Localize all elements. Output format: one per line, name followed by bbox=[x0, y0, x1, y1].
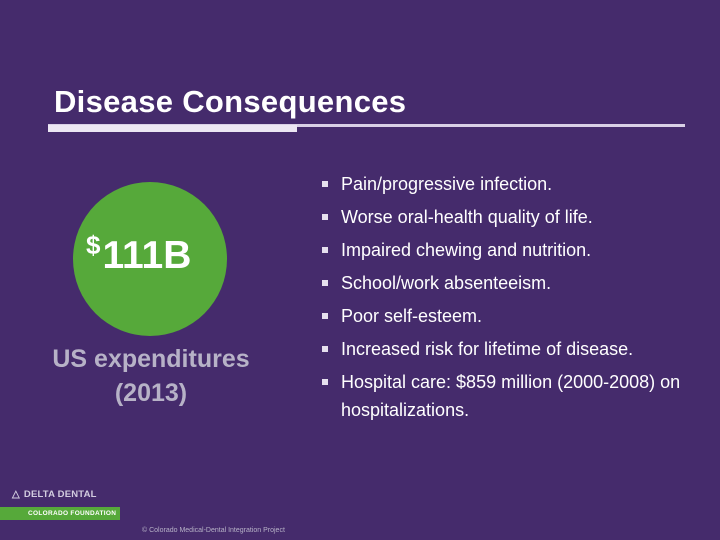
bullet-item: Poor self-esteem. bbox=[322, 302, 702, 330]
delta-dental-logo: △ DELTA DENTAL COLORADO FOUNDATION bbox=[0, 486, 120, 522]
bullet-item: Increased risk for lifetime of disease. bbox=[322, 335, 702, 363]
bullet-square-icon bbox=[322, 247, 328, 253]
bullet-item: School/work absenteeism. bbox=[322, 269, 702, 297]
bullet-square-icon bbox=[322, 214, 328, 220]
copyright-footer: © Colorado Medical-Dental Integration Pr… bbox=[142, 527, 285, 534]
stat-label-line1: US expenditures bbox=[52, 345, 250, 373]
stat-value: 111B bbox=[102, 234, 192, 277]
stat-label-line2: (2013) bbox=[114, 379, 188, 407]
slide-title: Disease Consequences bbox=[54, 84, 407, 119]
stat-currency: $ bbox=[86, 230, 101, 260]
bullet-item: Worse oral-health quality of life. bbox=[322, 203, 702, 231]
stat-circle bbox=[73, 182, 227, 336]
bullet-square-icon bbox=[322, 346, 328, 352]
bullet-item: Hospital care: $859 million (2000-2008) … bbox=[322, 368, 702, 424]
logo-name: DELTA DENTAL bbox=[23, 489, 97, 500]
bullet-item: Impaired chewing and nutrition. bbox=[322, 236, 702, 264]
bullet-list: Pain/progressive infection. Worse oral-h… bbox=[322, 170, 702, 429]
stat-label: US expenditures (2013) bbox=[30, 342, 272, 410]
title-underline bbox=[48, 124, 685, 127]
stat-amount: $111B bbox=[86, 232, 192, 277]
title-underline-accent bbox=[48, 125, 297, 132]
bullet-item: Pain/progressive infection. bbox=[322, 170, 702, 198]
delta-triangle-icon: △ bbox=[12, 489, 20, 500]
bullet-square-icon bbox=[322, 181, 328, 187]
bullet-square-icon bbox=[322, 313, 328, 319]
bullet-square-icon bbox=[322, 379, 328, 385]
bullet-square-icon bbox=[322, 280, 328, 286]
logo-foundation-bar: COLORADO FOUNDATION bbox=[0, 507, 120, 520]
